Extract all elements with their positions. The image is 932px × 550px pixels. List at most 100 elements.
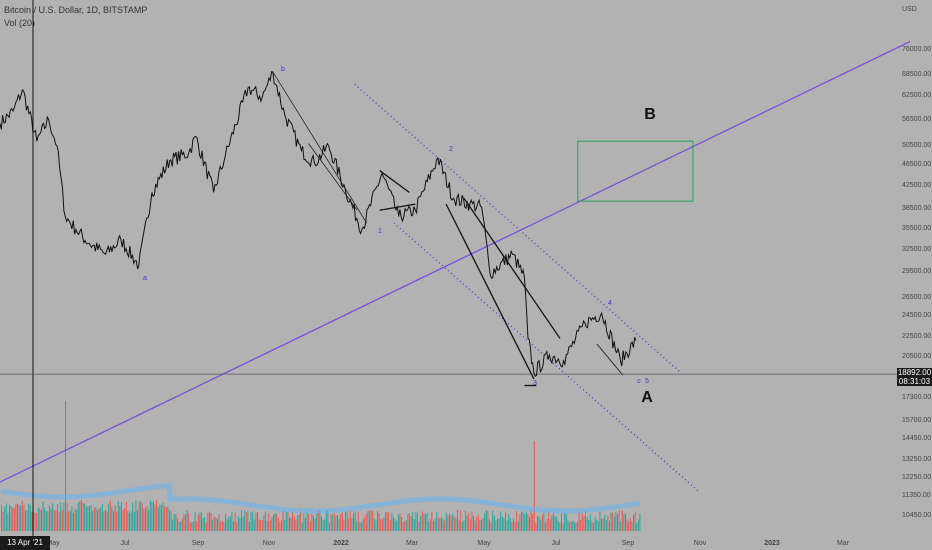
volume-bar	[633, 514, 634, 531]
volume-bar	[279, 521, 281, 531]
volume-bar	[55, 510, 57, 531]
volume-bar	[493, 515, 495, 531]
price-axis[interactable]: USD 76000.00 68500.00 62500.00 56500.00 50500…	[902, 6, 931, 519]
volume-bar	[57, 504, 58, 531]
volume-bar	[298, 514, 300, 531]
volume-bar	[12, 508, 14, 531]
volume-bar	[141, 502, 143, 531]
volume-bar	[431, 512, 433, 531]
volume-bar	[213, 516, 215, 531]
volume-bar	[345, 512, 346, 531]
flag-line	[596, 343, 624, 376]
volume-bar	[127, 511, 129, 531]
volume-bar	[581, 512, 583, 531]
volume-bar	[281, 520, 282, 531]
volume-bar	[433, 521, 434, 531]
volume-bar	[154, 504, 156, 531]
volume-bar	[143, 508, 145, 531]
volume-bar	[505, 512, 506, 531]
volume-bar	[473, 516, 474, 531]
price-tick-label: 42500.00	[902, 182, 931, 189]
volume-bar	[138, 501, 140, 531]
volume-bar	[525, 511, 527, 531]
volume-bar	[481, 519, 482, 531]
volume-bar	[18, 504, 20, 531]
volume-bar	[477, 514, 479, 531]
volume-ma-line	[0, 483, 640, 514]
volume-bar	[482, 518, 484, 531]
volume-bar	[157, 507, 159, 531]
volume-bar	[348, 518, 350, 531]
volume-bar	[487, 511, 489, 531]
volume-bar	[437, 516, 439, 531]
crosshair-price-tag: 18892.00 08:31:03	[897, 368, 932, 386]
volume-bar	[357, 511, 359, 531]
price-series-line	[0, 71, 637, 378]
volume-bar	[548, 510, 550, 531]
volume-bar	[380, 518, 382, 531]
volume-bar	[362, 519, 364, 531]
volume-bar	[229, 516, 231, 531]
price-tick-label: 50500.00	[902, 142, 931, 149]
volume-bar	[305, 518, 306, 531]
volume-bar	[503, 517, 505, 531]
volume-bar	[132, 502, 134, 531]
volume-bar	[367, 511, 369, 531]
volume-bar	[578, 510, 580, 531]
volume-bar	[164, 506, 166, 531]
volume-bar	[321, 516, 322, 531]
volume-bar	[316, 513, 318, 531]
time-tick-label: May	[46, 540, 60, 547]
volume-bar	[508, 514, 510, 531]
volume-bar	[108, 503, 110, 531]
volume-bar	[607, 515, 609, 531]
volume-bar	[349, 510, 351, 531]
crosshair-price: 18892.00	[897, 368, 932, 377]
volume-bar	[295, 519, 297, 531]
volume-bar	[100, 507, 102, 531]
volume-bar	[346, 510, 348, 531]
volume-bar	[612, 512, 614, 531]
volume-bar	[17, 504, 18, 531]
volume-bar	[287, 512, 289, 531]
volume-bar	[354, 511, 356, 531]
volume-bar	[153, 501, 154, 531]
volume-bar	[476, 517, 478, 531]
volume-bar	[36, 513, 38, 531]
volume-bar	[121, 502, 122, 531]
volume-bar	[626, 519, 628, 531]
price-tick-label: 10450.00	[902, 512, 931, 519]
volume-bar	[524, 514, 526, 531]
volume-bar	[559, 522, 561, 531]
price-tick-label: 46500.00	[902, 161, 931, 168]
volume-bar	[537, 516, 538, 531]
volume-bar	[52, 503, 54, 531]
volume-bar	[402, 522, 404, 531]
volume-bar	[81, 500, 82, 531]
crosshair-date-tag: 13 Apr '21	[0, 536, 50, 550]
price-tick-label: 26500.00	[902, 294, 931, 301]
volume-bar	[562, 523, 564, 531]
price-tick-label: 35500.00	[902, 225, 931, 232]
volume-bars	[0, 401, 641, 531]
volume-bar	[325, 510, 327, 531]
chart-legend: Bitcoin / U.S. Dollar, 1D, BITSTAMP Vol …	[4, 4, 147, 30]
volume-bar	[519, 514, 521, 531]
volume-bar	[463, 520, 465, 531]
volume-bar	[237, 516, 239, 531]
volume-bar	[9, 504, 10, 531]
volume-bar	[271, 517, 273, 531]
volume-bar	[297, 515, 298, 531]
volume-bar	[556, 516, 558, 531]
price-tick-label: 20500.00	[902, 353, 931, 360]
volume-bar	[133, 512, 135, 531]
wave-label-4: 4	[608, 300, 612, 307]
volume-bar	[236, 522, 238, 531]
time-axis[interactable]: May Jul Sep Nov 2022 Mar May Jul Sep Nov 2023 Mar	[46, 540, 849, 547]
volume-bar	[89, 505, 90, 531]
volume-bar	[572, 521, 574, 531]
volume-bar	[145, 507, 146, 531]
volume-bar	[511, 521, 513, 531]
volume-bar	[549, 519, 551, 531]
